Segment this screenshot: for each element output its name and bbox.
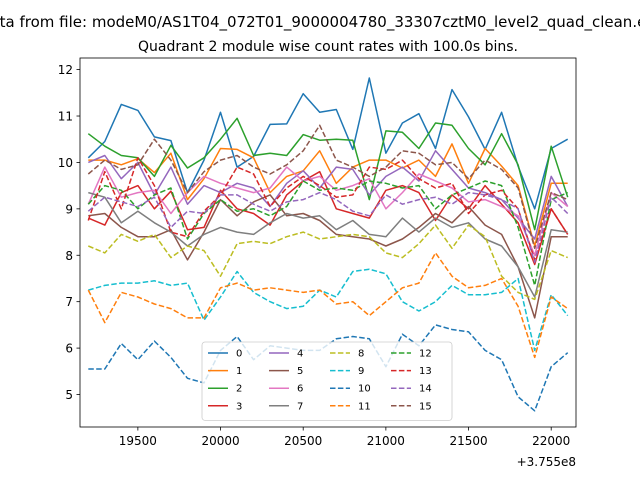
legend-label-5: 5 (297, 366, 303, 377)
legend-label-1: 1 (236, 366, 242, 377)
series-line-2 (87, 117, 569, 231)
legend-label-13: 13 (419, 366, 432, 377)
x-tick-label: 21500 (449, 434, 487, 448)
x-axis-offset-label: +3.755e8 (517, 455, 576, 469)
x-tick-label: 22000 (532, 434, 570, 448)
legend-label-10: 10 (358, 384, 371, 395)
x-tick-label: 20000 (201, 434, 239, 448)
chart-title: Quadrant 2 module wise count rates with … (138, 39, 518, 55)
series-line-3 (88, 170, 569, 266)
legend-label-3: 3 (236, 401, 242, 412)
legend-label-8: 8 (358, 349, 364, 360)
legend-label-12: 12 (419, 349, 432, 360)
x-tick-label: 20500 (284, 434, 322, 448)
legend-label-6: 6 (297, 384, 303, 395)
legend-label-7: 7 (297, 401, 303, 412)
series-line-6 (87, 166, 569, 257)
series-line-9 (88, 268, 569, 352)
legend-label-15: 15 (419, 401, 432, 412)
legend-box (201, 341, 453, 421)
y-tick-label: 9 (65, 202, 73, 216)
y-tick-label: 5 (65, 388, 73, 402)
series-line-13 (87, 157, 569, 261)
legend-label-9: 9 (358, 366, 364, 377)
y-tick-label: 6 (65, 342, 73, 356)
y-tick-label: 11 (58, 110, 73, 124)
series-line-11 (87, 252, 569, 359)
y-axis: 5 6 7 8 9 10 11 12 (58, 63, 80, 402)
x-tick-label: 19500 (119, 434, 157, 448)
y-tick-label: 7 (65, 295, 73, 309)
series-line-1 (88, 143, 568, 247)
y-tick-label: 10 (58, 156, 73, 170)
series-line-10 (88, 324, 569, 412)
series-line-8 (88, 224, 568, 301)
legend-label-4: 4 (297, 349, 303, 360)
legend-label-11: 11 (358, 401, 371, 412)
series-line-12 (87, 180, 568, 287)
x-tick-label: 21000 (367, 434, 405, 448)
x-axis: 19500 20000 20500 21000 21500 22000 (119, 427, 570, 448)
figure-suptitle: Data from file: modeM0/AS1T04_072T01_900… (0, 13, 640, 32)
series-line-0 (87, 77, 569, 210)
legend-label-14: 14 (419, 384, 432, 395)
axes-frame (79, 57, 577, 428)
y-tick-label: 8 (65, 249, 73, 263)
y-tick-label: 12 (58, 63, 73, 77)
series-line-15 (87, 124, 568, 250)
series-lines (87, 77, 569, 412)
series-line-14 (87, 191, 569, 263)
series-line-4 (88, 150, 569, 240)
legend-label-2: 2 (236, 384, 242, 395)
series-line-7 (88, 191, 568, 298)
legend-label-0: 0 (236, 349, 242, 360)
